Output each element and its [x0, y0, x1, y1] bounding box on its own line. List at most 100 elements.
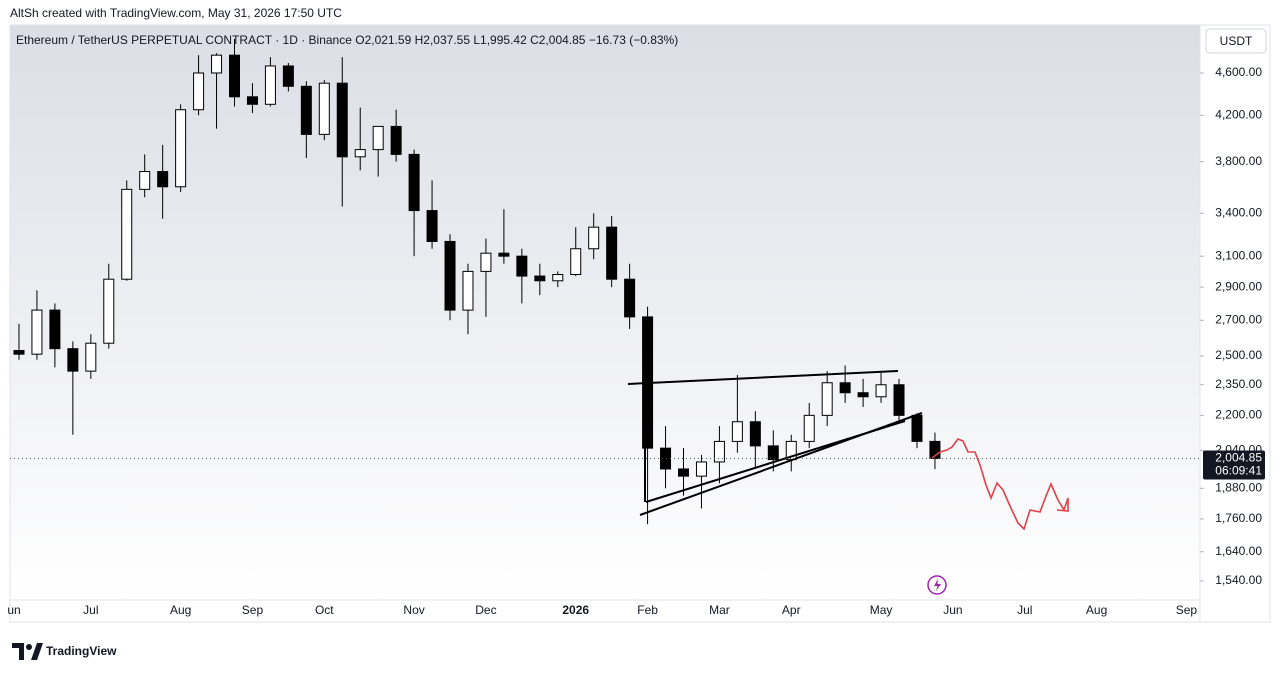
- candle-body: [390, 125, 402, 155]
- y-tick-label: 1,540.00: [1215, 573, 1262, 587]
- candle-body: [13, 349, 25, 355]
- candle-body: [229, 54, 240, 98]
- candle-body: [749, 421, 761, 447]
- event-icon-bolt: [934, 579, 941, 591]
- y-tick-label: 3,100.00: [1215, 248, 1262, 262]
- candle-body: [570, 248, 582, 276]
- candle-body: [875, 384, 887, 398]
- candle-body: [426, 210, 438, 242]
- candle-body: [713, 440, 725, 463]
- y-tick-label: 3,800.00: [1215, 154, 1262, 168]
- candle-body: [516, 255, 528, 277]
- y-tick-label: 3,400.00: [1215, 205, 1262, 219]
- x-tick-label: Jul: [1017, 603, 1032, 617]
- ohlc-low: L1,995.42: [473, 33, 527, 47]
- x-tick-label: May: [870, 603, 893, 617]
- x-tick-label: Jul: [83, 603, 98, 617]
- candle-body: [893, 384, 905, 416]
- candle-body: [103, 278, 115, 344]
- candle-body: [157, 171, 169, 188]
- candle-body: [911, 414, 923, 442]
- x-tick-label: Feb: [637, 603, 658, 617]
- candle-body: [139, 171, 151, 190]
- x-tick-label: Aug: [170, 603, 191, 617]
- trendlines: [627, 370, 923, 516]
- currency-button[interactable]: [1205, 28, 1267, 54]
- candle-body: [857, 392, 869, 398]
- candle-body: [31, 309, 43, 355]
- candle-body: [67, 348, 79, 372]
- candle-body: [85, 342, 97, 372]
- symbol: Ethereum / TetherUS PERPETUAL CONTRACT ·…: [16, 33, 352, 47]
- candle-body: [372, 125, 384, 151]
- candle-body: [336, 82, 348, 158]
- y-tick-label: 4,200.00: [1215, 107, 1262, 121]
- projection-path: [931, 438, 1069, 531]
- currency-label: USDT: [1220, 34, 1253, 48]
- x-tick-label: Oct: [315, 603, 334, 617]
- y-tick-label: 2,500.00: [1215, 348, 1262, 362]
- x-tick-label: Dec: [475, 603, 496, 617]
- y-tick-label: 2,900.00: [1215, 279, 1262, 293]
- ohlc-high: H2,037.55: [415, 33, 471, 47]
- y-tick-label: 2,200.00: [1215, 408, 1262, 422]
- candle-body: [246, 96, 258, 105]
- ohlc-close: C2,004.85: [530, 33, 586, 47]
- x-tick-label: 2026: [562, 603, 589, 617]
- x-tick-label: Sep: [1176, 603, 1198, 617]
- last-price-badge: [1203, 450, 1265, 480]
- event-icon[interactable]: [927, 575, 947, 595]
- y-tick-label: 1,880.00: [1215, 480, 1262, 494]
- logo-text: TradingView: [46, 644, 117, 658]
- logo: TradingView: [12, 643, 117, 660]
- candle-body: [588, 226, 600, 250]
- candle-body: [300, 85, 312, 135]
- candle-body: [49, 309, 61, 350]
- candle-body: [408, 153, 420, 212]
- candle-body: [318, 82, 330, 135]
- candle-body: [121, 188, 133, 280]
- x-tick-label: Sep: [242, 603, 264, 617]
- frame: [9, 24, 1271, 623]
- y-tick-label: 1,640.00: [1215, 544, 1262, 558]
- candle-body: [462, 270, 474, 311]
- candle-body: [534, 275, 546, 282]
- countdown-label: 06:09:41: [1215, 464, 1262, 478]
- candle-body: [552, 274, 564, 282]
- x-tick-label: Jun: [943, 603, 962, 617]
- candle-body: [282, 65, 294, 87]
- candle-body: [821, 382, 833, 416]
- candle-body: [695, 461, 707, 477]
- y-tick-label: 4,600.00: [1215, 65, 1262, 79]
- plot-background: [10, 25, 1200, 600]
- y-tick-label: 2,700.00: [1215, 312, 1262, 326]
- candle-body: [678, 468, 689, 477]
- y-tick-label: 1,760.00: [1215, 511, 1262, 525]
- ohlc-open: O2,021.59: [355, 33, 411, 47]
- candle-body: [767, 445, 779, 461]
- candle-body: [264, 65, 276, 105]
- candle-body: [731, 421, 743, 442]
- candle-body: [354, 149, 366, 158]
- candle-body: [624, 278, 636, 318]
- candle-body: [211, 54, 223, 74]
- candle-body: [606, 226, 618, 280]
- candle-body: [498, 252, 510, 257]
- x-tick-label: Nov: [403, 603, 424, 617]
- last-price-label: 2,004.85: [1215, 451, 1262, 465]
- x-tick-label: un: [7, 603, 20, 617]
- candle-body: [480, 252, 492, 272]
- x-tick-label: Aug: [1086, 603, 1107, 617]
- candle-body: [444, 240, 456, 311]
- candle-body: [175, 109, 187, 188]
- x-tick-label: Mar: [709, 603, 730, 617]
- ohlc-change: −16.73 (−0.83%): [589, 33, 678, 47]
- candle-body: [803, 414, 815, 442]
- x-tick-label: Apr: [782, 603, 801, 617]
- candle-body: [839, 382, 851, 394]
- y-tick-label: 2,350.00: [1215, 377, 1262, 391]
- legend-symbol: Ethereum / TetherUS PERPETUAL CONTRACT ·…: [16, 33, 678, 47]
- candle-body: [193, 72, 205, 111]
- header: AltSh created with TradingView.com, May …: [10, 6, 342, 20]
